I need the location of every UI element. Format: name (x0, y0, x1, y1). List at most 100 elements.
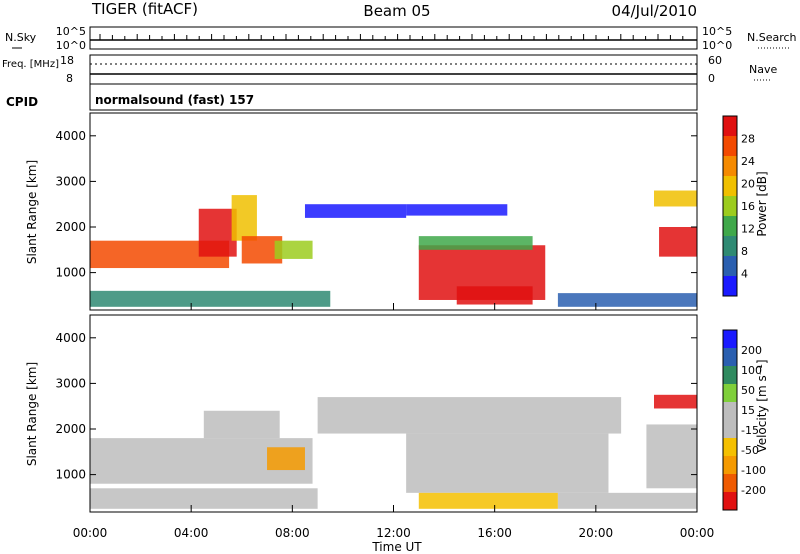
nave-right-tick-bottom: 0 (708, 72, 715, 85)
ytick-label-3: 4000 (55, 129, 86, 143)
colorbar-swatch-4 (723, 196, 737, 217)
noise-frame (89, 26, 698, 50)
power-cell-9 (654, 190, 697, 207)
colorbar-tick-4: 12 (741, 223, 755, 236)
velocity-colorbar: 200 100 50 15 -15 -50 -100 -200 (722, 329, 766, 511)
colorbar-swatch-7 (723, 256, 737, 277)
power-cell-11 (557, 293, 697, 307)
colorbar-tick-5: -50 (741, 444, 759, 457)
ytick-label-1: 2000 (55, 220, 86, 234)
date-label: 04/Jul/2010 (612, 2, 697, 20)
ytick-label-0: 1000 (55, 468, 86, 482)
power-heatmap (90, 190, 697, 307)
power-cell-1 (198, 208, 237, 257)
power-yticks: 1000 2000 3000 4000 (55, 129, 697, 280)
power-ylabel: Slant Range [km] (25, 160, 39, 264)
colorbar-tick-1: 24 (741, 155, 755, 168)
colorbar-tick-6: 4 (741, 268, 748, 281)
power-cell-8 (659, 227, 697, 257)
colorbar-swatch-0 (723, 330, 737, 349)
colorbar-frame (722, 115, 738, 297)
power-cell-13 (406, 204, 508, 216)
colorbar-swatch-6 (723, 438, 737, 457)
noise-right-tick-top: 10^5 (702, 25, 732, 38)
noise-trace (90, 34, 697, 41)
velocity-colorbar-label: Velocity [m s⁻¹] (755, 359, 769, 452)
x-axis-label: Time UT (371, 540, 422, 554)
colorbar-swatch-9 (723, 492, 737, 511)
colorbar-swatch-0 (723, 116, 737, 137)
cpid-row: CPID normalsound (fast) 157 (6, 83, 698, 111)
ytick-label-1: 2000 (55, 422, 86, 436)
cpid-value: normalsound (fast) 157 (95, 93, 254, 107)
velocity-cell-2 (267, 447, 305, 471)
velocity-cell-9 (557, 492, 697, 509)
colorbar-swatch-6 (723, 236, 737, 257)
xtick-label-2: 08:00 (275, 526, 310, 540)
colorbar-swatch-4 (723, 402, 737, 421)
noise-panel: N.Sky 10^5 10^0 10^5 10^0 N.Search (5, 25, 797, 52)
colorbar-tick-1: 100 (741, 364, 762, 377)
time-axis: 00:00 04:00 08:00 12:00 16:00 20:00 00:00 (73, 303, 715, 540)
frequency-left-tick-top: 18 (60, 54, 74, 67)
colorbar-tick-4: -15 (741, 424, 759, 437)
colorbar-swatch-2 (723, 366, 737, 385)
ytick-label-2: 3000 (55, 376, 86, 390)
colorbar-swatch-7 (723, 456, 737, 475)
power-colorbar: 28 24 20 16 12 8 4 (722, 115, 755, 297)
colorbar-tick-6: -100 (741, 464, 766, 477)
colorbar-tick-0: 28 (741, 133, 755, 146)
xtick-label-6: 00:00 (680, 526, 715, 540)
noise-left-tick-top: 10^5 (56, 25, 86, 38)
xtick-label-0: 00:00 (73, 526, 108, 540)
colorbar-swatch-3 (723, 176, 737, 197)
power-cell-4 (274, 240, 313, 259)
colorbar-tick-2: 50 (741, 384, 755, 397)
velocity-cell-7 (654, 394, 697, 409)
colorbar-tick-7: -200 (741, 484, 766, 497)
velocity-ylabel: Slant Range [km] (25, 362, 39, 466)
colorbar-swatch-2 (723, 156, 737, 177)
power-colorbar-label: Power [dB] (755, 171, 769, 236)
power-panel: 1000 2000 3000 4000 Slant Range [km] 28 24 20… (25, 112, 769, 311)
velocity-cell-6 (646, 424, 697, 489)
nave-right-label: Nave (749, 63, 777, 76)
velocity-cell-4 (317, 397, 622, 434)
colorbar-swatch-1 (723, 136, 737, 157)
colorbar-tick-2: 20 (741, 178, 755, 191)
power-cell-12 (304, 204, 407, 218)
colorbar-swatch-8 (723, 474, 737, 493)
noise-right-label: N.Search (747, 31, 797, 44)
xtick-label-4: 16:00 (477, 526, 512, 540)
velocity-cell-1 (203, 410, 280, 439)
ytick-label-3: 4000 (55, 331, 86, 345)
nave-right-tick-top: 60 (708, 54, 722, 67)
colorbar-swatch-1 (723, 348, 737, 367)
cpid-frame (89, 83, 698, 111)
colorbar-swatch-5 (723, 420, 737, 439)
ytick-label-2: 3000 (55, 174, 86, 188)
colorbar-tick-0: 200 (741, 344, 762, 357)
xtick-label-1: 04:00 (174, 526, 209, 540)
xtick-label-3: 12:00 (376, 526, 411, 540)
velocity-cell-5 (418, 492, 558, 509)
colorbar-tick-3: 15 (741, 404, 755, 417)
power-cell-10 (90, 290, 331, 307)
colorbar-swatch-8 (723, 276, 737, 297)
colorbar-frame (722, 329, 738, 511)
noise-right-tick-bottom: 10^0 (702, 39, 732, 52)
colorbar-tick-3: 16 (741, 200, 755, 213)
beam-label: Beam 05 (363, 2, 430, 20)
power-cell-2 (231, 195, 257, 241)
colorbar-swatch-3 (723, 384, 737, 403)
cpid-label: CPID (6, 95, 38, 109)
colorbar-swatch-5 (723, 216, 737, 237)
velocity-cell-8 (90, 488, 318, 509)
power-cell-7 (418, 236, 533, 250)
velocity-heatmap (90, 394, 697, 509)
xtick-label-5: 20:00 (579, 526, 614, 540)
noise-left-label: N.Sky (5, 31, 37, 44)
frequency-left-tick-bottom: 8 (66, 72, 73, 85)
velocity-panel: 1000 2000 3000 4000 Slant Range [km] 200 100… (25, 314, 769, 513)
